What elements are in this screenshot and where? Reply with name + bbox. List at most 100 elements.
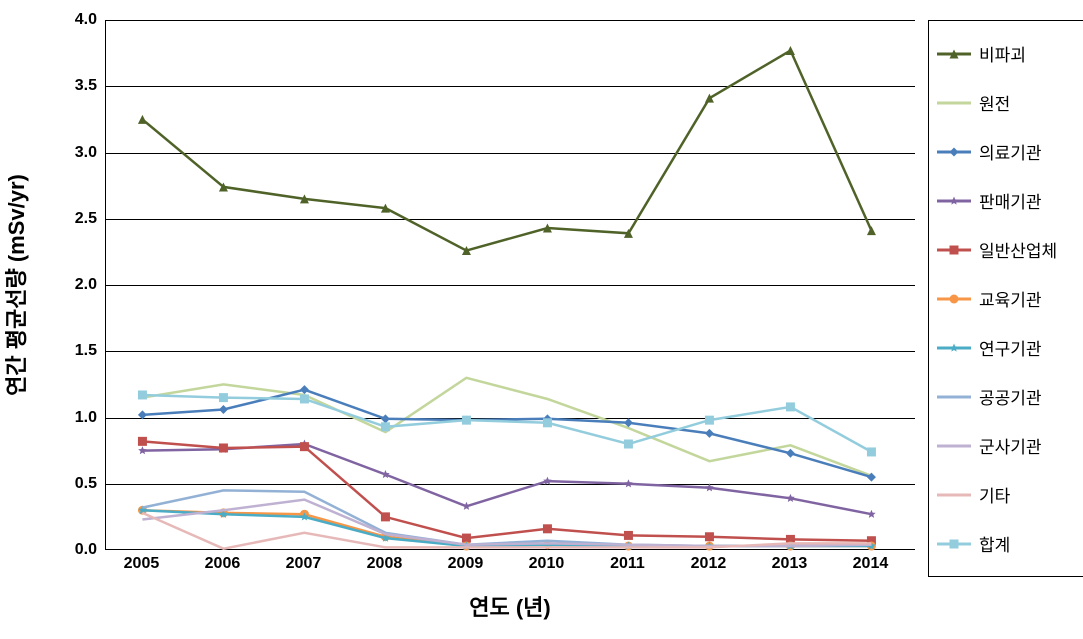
legend-label: 연구기관: [979, 335, 1042, 360]
series-marker: [786, 449, 795, 458]
x-tick-label: 2010: [516, 555, 576, 573]
x-tick-label: 2009: [435, 555, 495, 573]
legend-label: 합계: [979, 531, 1010, 556]
legend-swatch: [937, 142, 971, 162]
legend-item: 공공기관: [937, 372, 1079, 421]
series-marker: [543, 477, 552, 485]
series-marker: [867, 510, 876, 518]
series-marker: [462, 502, 471, 510]
chart-container: 연간 평균선량 (mSv/yr) 0.00.51.01.52.02.53.03.…: [10, 10, 1083, 629]
series-marker: [705, 416, 714, 425]
series-marker: [867, 447, 876, 456]
chart-legend: 비파괴원전의료기관판매기관일반산업체교육기관연구기관공공기관군사기관기타합계: [928, 20, 1083, 577]
legend-item: 연구기관: [937, 323, 1079, 372]
series-line: [142, 378, 871, 476]
legend-item: 원전: [937, 78, 1079, 127]
series-marker: [300, 442, 309, 451]
legend-item: 군사기관: [937, 421, 1079, 470]
y-tick-label: 3.0: [47, 144, 97, 162]
series-marker: [219, 405, 228, 414]
legend-item: 합계: [937, 519, 1079, 568]
legend-label: 판매기관: [979, 188, 1042, 213]
x-tick-label: 2013: [759, 555, 819, 573]
legend-label: 군사기관: [979, 433, 1042, 458]
legend-label: 기타: [979, 482, 1010, 507]
series-marker: [705, 429, 714, 438]
star-marker-icon: [947, 194, 961, 208]
legend-item: 비파괴: [937, 29, 1079, 78]
star-marker-icon: [947, 341, 961, 355]
legend-label: 비파괴: [979, 41, 1026, 66]
series-marker: [786, 46, 795, 55]
series-marker: [138, 437, 147, 446]
series-line: [142, 510, 871, 546]
series-marker: [300, 394, 309, 403]
series-marker: [462, 416, 471, 425]
series-marker: [300, 385, 309, 394]
square-marker-icon: [947, 537, 961, 551]
legend-swatch: [937, 338, 971, 358]
series-marker: [138, 410, 147, 419]
series-marker: [381, 512, 390, 521]
legend-item: 교육기관: [937, 274, 1079, 323]
series-marker: [543, 524, 552, 533]
series-marker: [138, 446, 147, 454]
legend-label: 의료기관: [979, 139, 1042, 164]
legend-swatch: [937, 289, 971, 309]
legend-item: 판매기관: [937, 176, 1079, 225]
series-marker: [705, 483, 714, 491]
legend-swatch: [937, 93, 971, 113]
y-tick-label: 2.5: [47, 210, 97, 228]
x-axis-label: 연도 (년): [105, 590, 915, 622]
legend-swatch: [937, 485, 971, 505]
series-marker: [705, 532, 714, 541]
y-tick-label: 3.5: [47, 77, 97, 95]
triangle-marker-icon: [947, 47, 961, 61]
series-marker: [867, 226, 876, 235]
legend-label: 일반산업체: [979, 237, 1057, 262]
legend-swatch: [937, 44, 971, 64]
legend-swatch: [937, 534, 971, 554]
legend-swatch: [937, 191, 971, 211]
plot-area: [105, 20, 915, 550]
legend-swatch: [937, 240, 971, 260]
series-marker: [381, 414, 390, 423]
x-tick-label: 2006: [192, 555, 252, 573]
x-tick-label: 2008: [354, 555, 414, 573]
x-tick-label: 2005: [111, 555, 171, 573]
series-marker: [219, 443, 228, 452]
y-tick-label: 0.0: [47, 541, 97, 559]
legend-swatch: [937, 387, 971, 407]
series-marker: [786, 402, 795, 411]
circle-marker-icon: [947, 292, 961, 306]
series-line: [142, 51, 871, 251]
legend-label: 공공기관: [979, 384, 1042, 409]
series-marker: [624, 440, 633, 449]
series-marker: [624, 479, 633, 487]
series-line: [142, 390, 871, 477]
legend-item: 기타: [937, 470, 1079, 519]
series-marker: [138, 390, 147, 399]
x-tick-label: 2011: [597, 555, 657, 573]
series-line: [142, 444, 871, 514]
series-marker: [462, 534, 471, 543]
y-axis-label: 연간 평균선량 (mSv/yr): [0, 174, 31, 396]
x-tick-label: 2014: [840, 555, 900, 573]
legend-label: 교육기관: [979, 286, 1042, 311]
square-marker-icon: [947, 243, 961, 257]
y-tick-label: 0.5: [47, 475, 97, 493]
diamond-marker-icon: [947, 145, 961, 159]
y-tick-label: 1.0: [47, 409, 97, 427]
series-marker: [624, 531, 633, 540]
x-tick-label: 2007: [273, 555, 333, 573]
series-marker: [543, 418, 552, 427]
legend-item: 의료기관: [937, 127, 1079, 176]
y-tick-label: 1.5: [47, 342, 97, 360]
legend-item: 일반산업체: [937, 225, 1079, 274]
y-tick-label: 4.0: [47, 11, 97, 29]
chart-lines: [106, 20, 915, 549]
series-marker: [219, 393, 228, 402]
y-tick-label: 2.0: [47, 276, 97, 294]
series-marker: [786, 494, 795, 502]
legend-label: 원전: [979, 90, 1010, 115]
